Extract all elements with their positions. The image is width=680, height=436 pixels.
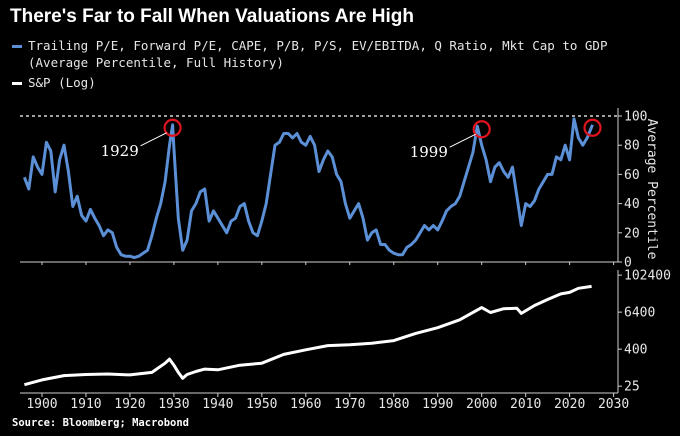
sp-panel: 25 400 6400 102400 bbox=[20, 269, 671, 395]
x-axis: 1900 1910 1920 1930 1940 1950 1960 1970 1980 1990… bbox=[26, 262, 629, 412]
annotation-label: 1999 bbox=[410, 143, 448, 161]
x-tick-label: 1980 bbox=[378, 397, 409, 412]
percentile-y-tick-label: 0 bbox=[624, 256, 632, 271]
percentile-series bbox=[22, 117, 594, 260]
percentile-y-tick-label: 80 bbox=[624, 139, 640, 154]
percentile-line bbox=[22, 117, 594, 260]
sp-y-tick-label: 400 bbox=[624, 343, 647, 358]
x-tick-label: 2000 bbox=[466, 397, 497, 412]
annotation-leader bbox=[449, 133, 476, 148]
chart-title: There's Far to Fall When Valuations Are … bbox=[10, 6, 414, 27]
percentile-y-tick-label: 100 bbox=[624, 110, 647, 125]
source-note: Source: Bloomberg; Macrobond bbox=[12, 417, 190, 429]
percentile-y-tick-label: 60 bbox=[624, 168, 640, 183]
x-tick-label: 2020 bbox=[554, 397, 585, 412]
sp-line bbox=[24, 284, 592, 387]
x-tick-label: 1940 bbox=[202, 397, 233, 412]
legend-entry-sp: S&P (Log) bbox=[12, 75, 96, 90]
peak-circle bbox=[163, 118, 182, 137]
x-tick-label: 2010 bbox=[510, 397, 541, 412]
annotation-label: 1929 bbox=[101, 142, 139, 160]
legend-entry-percentile: Trailing P/E, Forward P/E, CAPE, P/B, P/… bbox=[12, 38, 607, 53]
x-tick-label: 1930 bbox=[158, 397, 189, 412]
x-tick-label: 2030 bbox=[598, 397, 629, 412]
legend-swatch-sp bbox=[12, 82, 22, 85]
percentile-y-tick-label: 20 bbox=[624, 226, 640, 241]
legend-label-sp: S&P (Log) bbox=[28, 75, 96, 90]
x-tick-label: 1960 bbox=[290, 397, 321, 412]
peak-circle bbox=[583, 118, 602, 137]
sp-y-tick-label: 25 bbox=[624, 380, 640, 395]
legend-label-percentile: Trailing P/E, Forward P/E, CAPE, P/B, P/… bbox=[28, 38, 608, 53]
annotation-leader bbox=[140, 132, 167, 147]
legend-swatch-percentile bbox=[12, 45, 22, 48]
x-tick-label: 1910 bbox=[70, 397, 101, 412]
x-tick-label: 1970 bbox=[334, 397, 365, 412]
sp-y-tick-label: 6400 bbox=[624, 306, 655, 321]
sp-series bbox=[24, 284, 592, 387]
percentile-y-axis-label: Average Percentile bbox=[644, 119, 659, 260]
x-tick-label: 1990 bbox=[422, 397, 453, 412]
percentile-annotations: 1929 1999 bbox=[101, 118, 602, 161]
legend-entry-percentile-line2: (Average Percentile, Full History) bbox=[12, 55, 284, 70]
x-tick-label: 1920 bbox=[114, 397, 145, 412]
x-tick-label: 1950 bbox=[246, 397, 277, 412]
percentile-y-tick-label: 40 bbox=[624, 197, 640, 212]
sp-y-tick-label: 102400 bbox=[624, 269, 671, 284]
legend-label-percentile-sub: (Average Percentile, Full History) bbox=[28, 55, 284, 70]
x-tick-label: 1900 bbox=[26, 397, 57, 412]
peak-circle bbox=[472, 120, 491, 139]
